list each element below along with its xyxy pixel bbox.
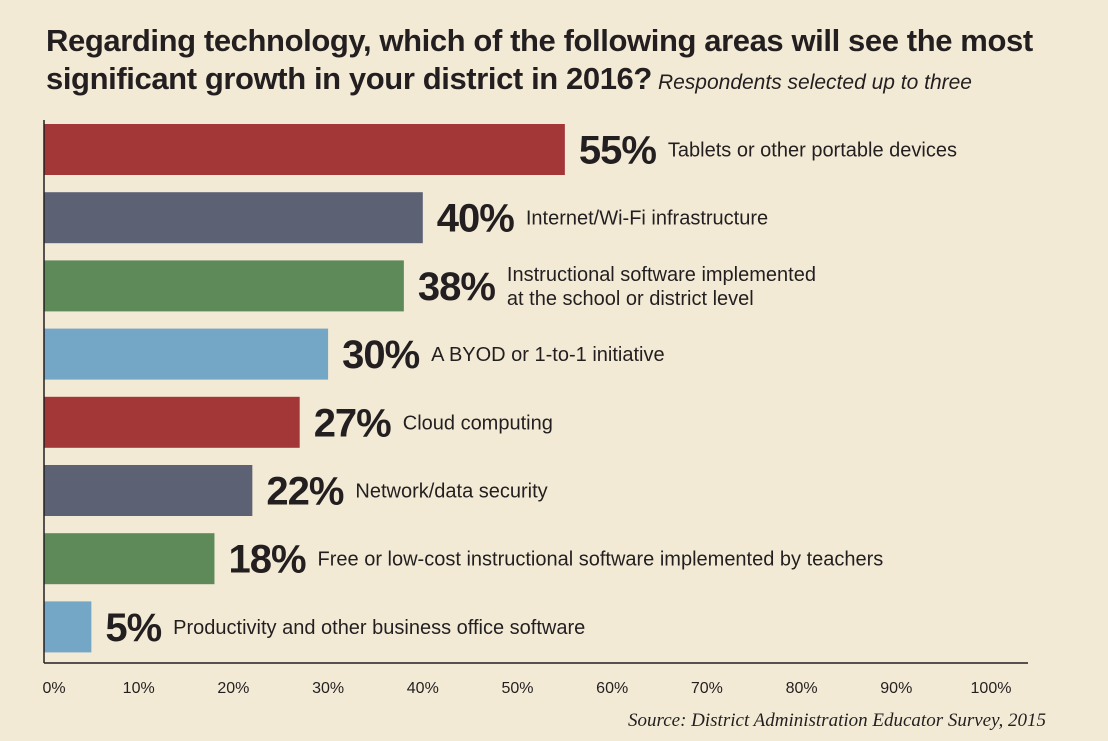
chart-subtitle: Respondents selected up to three: [657, 71, 972, 94]
x-tick-label: 60%: [596, 680, 628, 697]
x-tick-label: 40%: [407, 680, 439, 697]
x-tick-label: 90%: [880, 680, 912, 697]
bar-value-label: 5%: [105, 606, 161, 650]
bar: [44, 124, 565, 175]
bar-category-label-line: at the school or district level: [507, 288, 754, 310]
bar-category-label: Free or low-cost instructional software …: [318, 549, 884, 571]
bar-category-label-line: Network/data security: [355, 481, 547, 503]
title-line-2: significant growth in your district in 2…: [46, 60, 1086, 102]
bar-category-label: A BYOD or 1-to-1 initiative: [431, 344, 664, 366]
bar-category-label-line: Free or low-cost instructional software …: [318, 549, 884, 571]
bar: [44, 192, 423, 244]
x-tick-label: 70%: [691, 680, 723, 697]
bar-category-label: Cloud computing: [403, 412, 553, 434]
bar-value-label: 27%: [314, 401, 391, 445]
x-tick-label: 20%: [217, 680, 249, 697]
bar-category-label-line: A BYOD or 1-to-1 initiative: [431, 344, 664, 366]
title-line-2-text: significant growth in your district in 2…: [46, 61, 652, 96]
bar-category-label: Productivity and other business office s…: [173, 617, 585, 639]
x-tick-label: 10%: [123, 680, 155, 697]
bar-category-label: Internet/Wi-Fi infrastructure: [526, 208, 768, 230]
bar-category-label-line: Cloud computing: [403, 412, 553, 434]
bar: [44, 533, 215, 585]
bar-value-label: 38%: [418, 265, 495, 309]
x-tick-label: 50%: [501, 680, 533, 697]
bar-category-label-line: Instructional software implemented: [507, 264, 816, 286]
bars-layer: 55% Tablets or other portable devices 40% I…: [44, 124, 957, 653]
bar-value-label: 18%: [228, 538, 305, 582]
bar: [44, 328, 329, 380]
chart-title: Regarding technology, which of the follo…: [46, 22, 1086, 102]
x-tick-label: 100%: [971, 680, 1012, 697]
bar: [44, 601, 92, 653]
bar-category-label: Instructional software implemented at the…: [507, 264, 816, 310]
bar: [44, 260, 404, 312]
bar-value-label: 40%: [437, 197, 514, 241]
x-tick-label: 80%: [786, 680, 818, 697]
bar: [44, 465, 253, 516]
bar-category-label: Tablets or other portable devices: [668, 140, 957, 162]
bar-value-label: 55%: [579, 129, 656, 173]
source-note: Source: District Administration Educator…: [628, 710, 1046, 731]
x-tick-label: 0%: [42, 680, 65, 697]
bar-category-label-line: Tablets or other portable devices: [668, 140, 957, 162]
bar: [44, 396, 300, 448]
x-axis: 0% 10% 20% 30% 40% 50% 60% 70% 80% 90% 100%: [42, 120, 1028, 697]
bar-value-label: 30%: [342, 333, 419, 377]
bar-category-label-line: Internet/Wi-Fi infrastructure: [526, 208, 768, 230]
bar-category-label: Network/data security: [355, 481, 547, 503]
bar-category-label-line: Productivity and other business office s…: [173, 617, 585, 639]
title-line-1: Regarding technology, which of the follo…: [46, 23, 1033, 58]
bar-value-label: 22%: [266, 470, 343, 514]
x-tick-label: 30%: [312, 680, 344, 697]
